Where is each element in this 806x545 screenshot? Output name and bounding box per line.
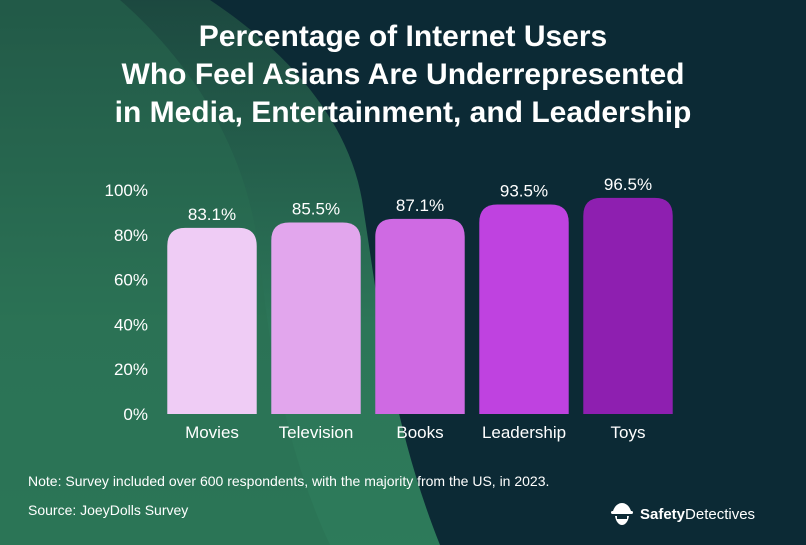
x-tick-label: Toys xyxy=(611,423,646,442)
bar-movies xyxy=(167,227,257,414)
data-label: 96.5% xyxy=(604,175,652,194)
brand-logo: Safety Detectives xyxy=(610,500,755,528)
brand-name-bold: Safety xyxy=(640,505,686,523)
y-tick-label: 0% xyxy=(123,405,148,424)
detective-icon xyxy=(611,503,633,525)
chart-title: Percentage of Internet Users Who Feel As… xyxy=(0,18,806,132)
x-tick-label: Movies xyxy=(185,423,239,442)
x-tick-label: Television xyxy=(279,423,354,442)
y-tick-label: 80% xyxy=(114,226,148,245)
chart-title-line: Who Feel Asians Are Underrepresented xyxy=(121,58,685,91)
source-text: Source: JoeyDolls Survey xyxy=(28,502,189,518)
bar-books xyxy=(375,218,465,414)
y-tick-label: 20% xyxy=(114,360,148,379)
y-tick-label: 40% xyxy=(114,315,148,334)
data-label: 87.1% xyxy=(396,196,444,215)
data-label: 93.5% xyxy=(500,182,548,201)
data-label: 85.5% xyxy=(292,199,340,218)
footnote: Note: Survey included over 600 responden… xyxy=(28,473,550,489)
x-axis: Movies Television Books Leadership Toys xyxy=(185,423,645,442)
bar-television xyxy=(271,222,361,414)
y-axis: 0% 20% 40% 60% 80% 100% xyxy=(105,181,148,424)
data-label: 83.1% xyxy=(188,205,236,224)
bar-leadership xyxy=(479,204,569,414)
x-tick-label: Books xyxy=(396,423,443,442)
x-tick-label: Leadership xyxy=(482,423,566,442)
chart-title-line: Percentage of Internet Users xyxy=(198,20,608,53)
chart-title-line: in Media, Entertainment, and Leadership xyxy=(114,96,692,129)
brand-name-regular: Detectives xyxy=(685,505,756,523)
bar-toys xyxy=(583,197,673,414)
y-tick-label: 100% xyxy=(105,181,148,200)
y-tick-label: 60% xyxy=(114,271,148,290)
data-labels: 83.1% 85.5% 87.1% 93.5% 96.5% xyxy=(188,175,652,224)
bars xyxy=(167,197,673,414)
